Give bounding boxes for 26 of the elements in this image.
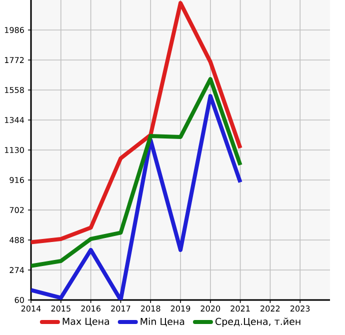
x-tick-label: 2019	[170, 306, 190, 312]
x-tick-label: 2018	[141, 306, 160, 312]
x-tick-label: 2016	[81, 306, 100, 312]
x-tick-label: 2020	[200, 306, 220, 312]
y-tick-label: 702	[10, 206, 24, 214]
line-series	[31, 77, 242, 268]
y-tick-label: 1558	[4, 86, 24, 94]
y-tick-label: 916	[10, 176, 24, 184]
y-tick-label: 60	[14, 296, 24, 304]
y-tick-label: 1986	[4, 26, 24, 34]
x-tick-label: 2022	[260, 306, 280, 312]
y-tick-label: 1130	[4, 146, 24, 154]
x-tick-label: 2015	[51, 306, 70, 312]
legend-label: Сред.Цена, т.йен	[216, 318, 300, 327]
y-tick-label: 488	[10, 236, 24, 244]
x-tick-label: 2023	[290, 306, 310, 312]
y-tick-label: 1772	[4, 57, 24, 63]
y-tick-label: 1344	[4, 116, 24, 124]
y-tick-label: 274	[10, 267, 24, 273]
x-tick-label: 2021	[230, 306, 250, 312]
x-tick-label: 2017	[111, 306, 130, 312]
legend-label: Max Цена	[62, 318, 109, 326]
line-series	[31, 1, 242, 244]
x-tick-label: 2014	[21, 306, 41, 312]
line-series	[31, 94, 242, 300]
legend-label: Min Цена	[140, 318, 184, 326]
